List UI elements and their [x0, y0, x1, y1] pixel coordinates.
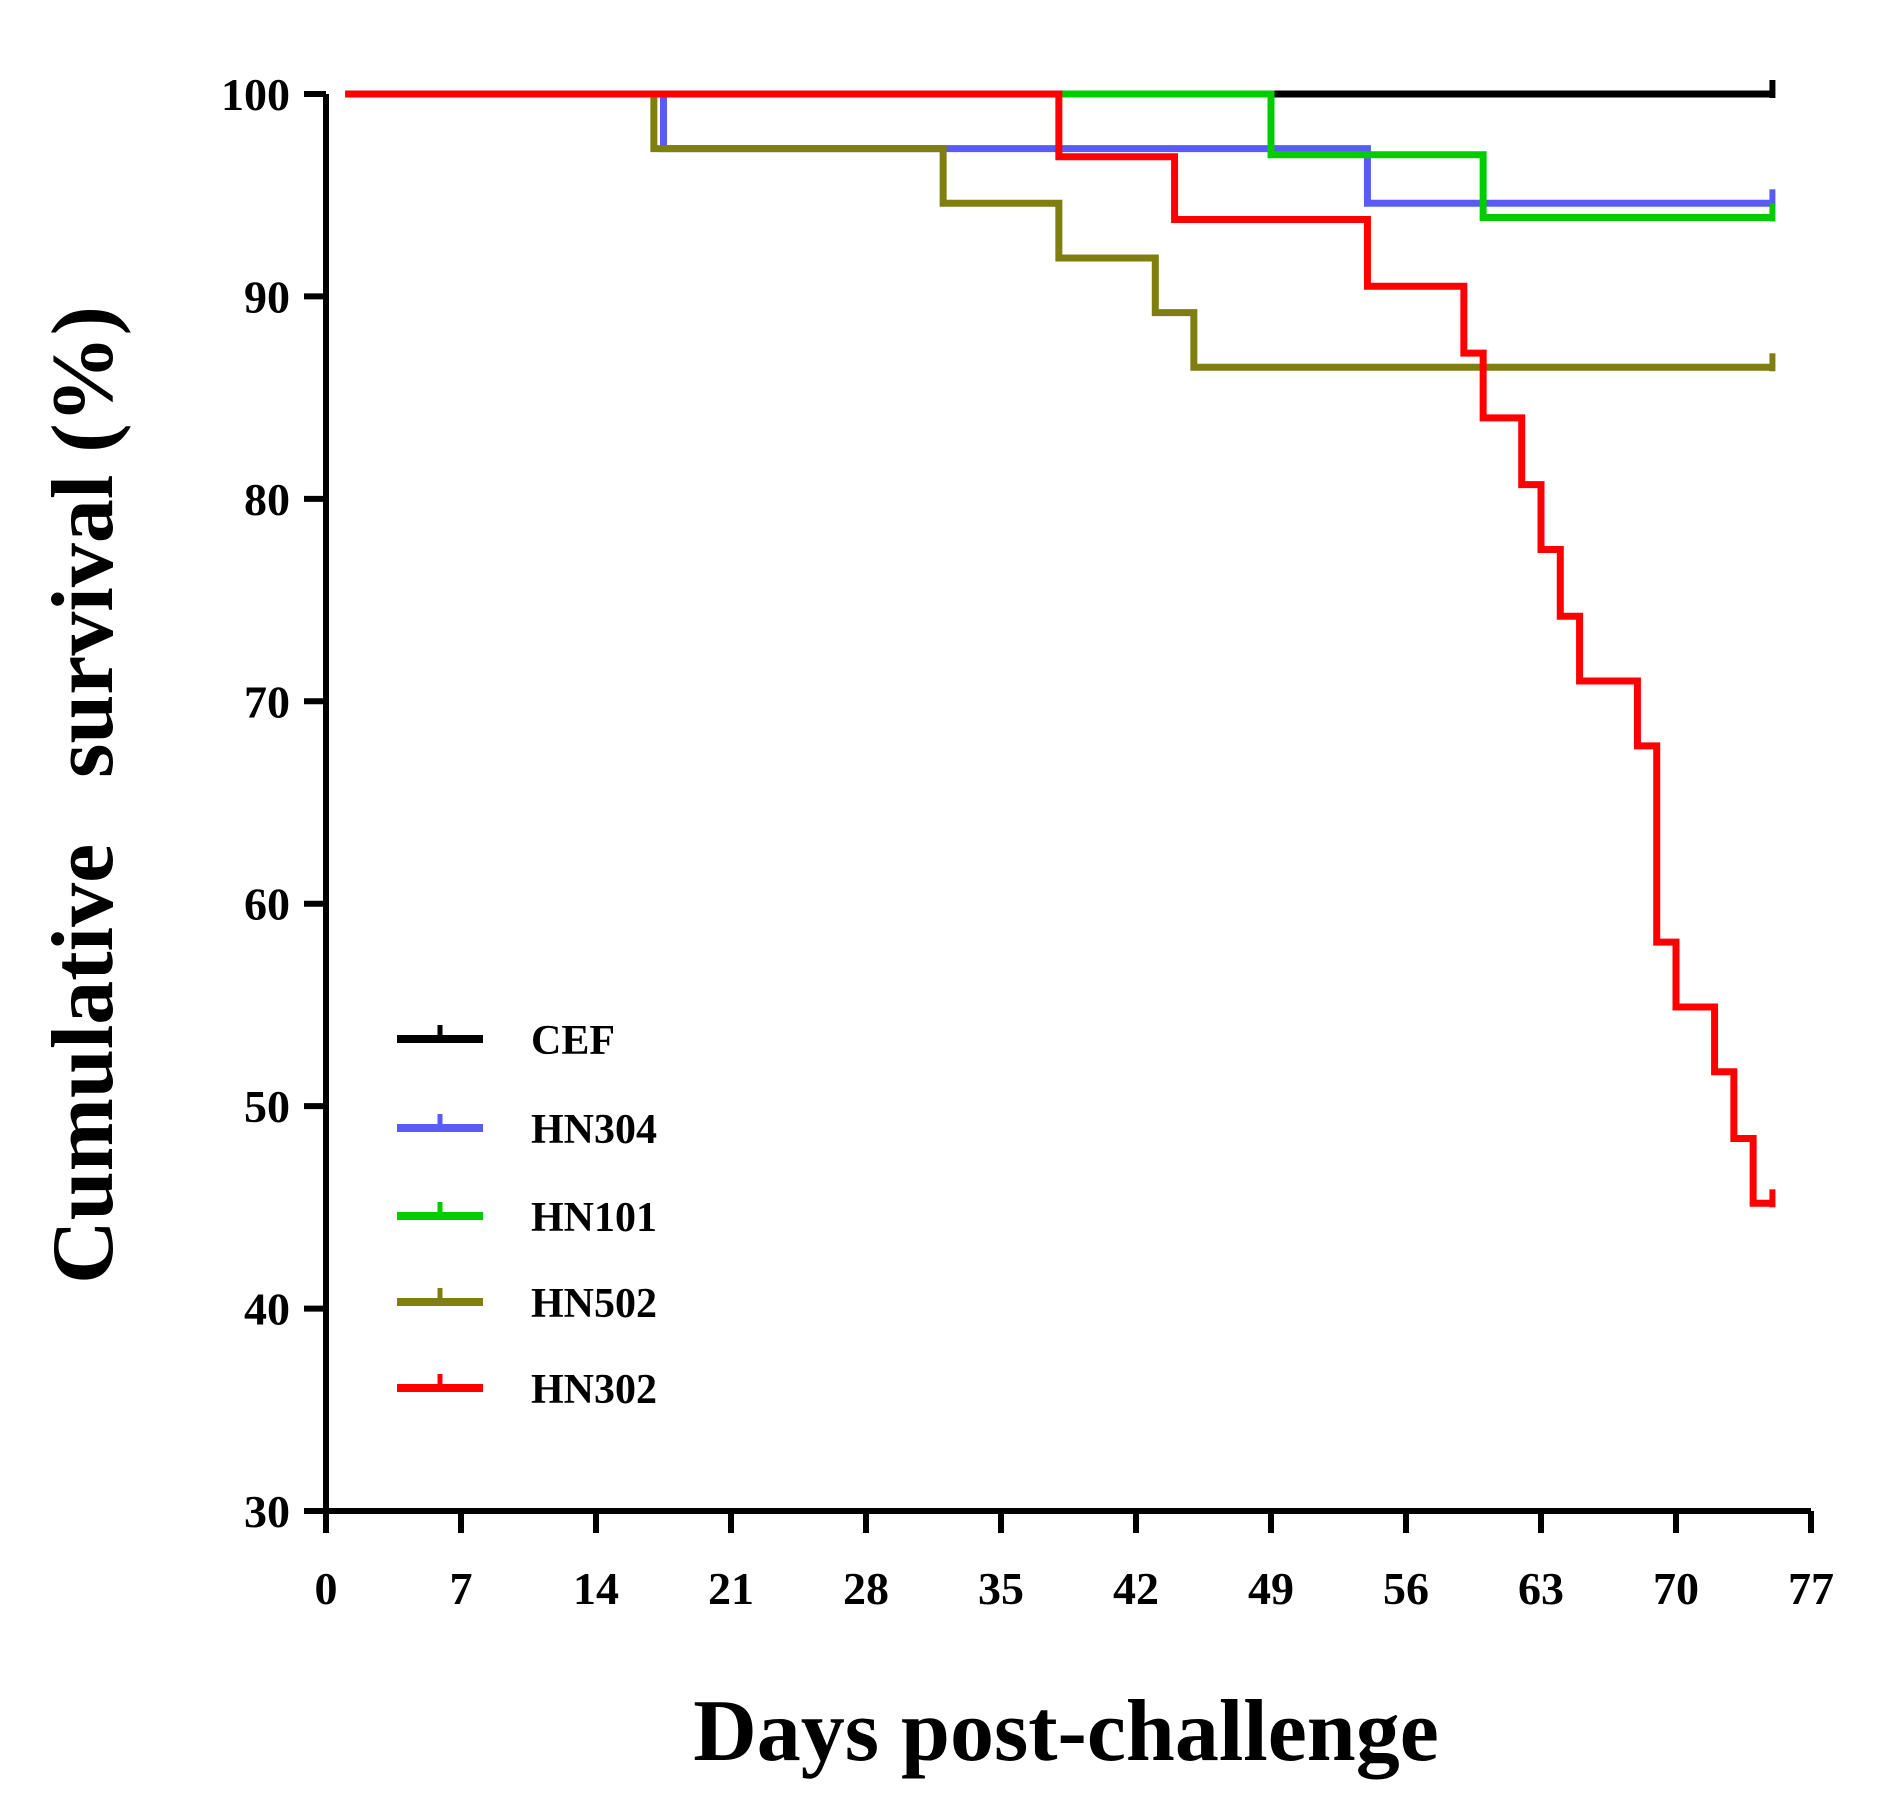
x-tick-label: 77 — [1788, 1563, 1834, 1614]
x-tick-label: 28 — [843, 1563, 889, 1614]
y-tick-label: 40 — [244, 1284, 290, 1335]
plot-area — [345, 80, 1776, 1208]
x-tick-label: 35 — [978, 1563, 1024, 1614]
y-tick-label: 70 — [244, 676, 290, 727]
y-tick-label: 90 — [244, 271, 290, 322]
legend-item-hn304: HN304 — [397, 1107, 657, 1153]
legend: CEF HN304 HN101 HN502 HN302 — [397, 1018, 657, 1413]
legend-label: HN302 — [531, 1367, 657, 1413]
y-tick-label: 100 — [221, 69, 290, 120]
y-tick-label: 60 — [244, 879, 290, 930]
legend-item-cef: CEF — [397, 1018, 615, 1064]
x-ticks: 0 7 14 21 28 35 42 49 56 63 70 77 — [315, 1511, 1834, 1614]
series-line-hn302 — [345, 90, 1773, 1207]
x-tick-label: 49 — [1248, 1563, 1294, 1614]
x-tick-label: 7 — [450, 1563, 473, 1614]
axes — [323, 94, 1811, 1514]
legend-item-hn302: HN302 — [397, 1367, 657, 1413]
y-tick-label: 50 — [244, 1081, 290, 1132]
y-tick-label: 30 — [244, 1486, 290, 1537]
x-tick-label: 63 — [1518, 1563, 1564, 1614]
legend-label: HN502 — [531, 1281, 657, 1327]
y-axis-title: Cumulative survival (%) — [35, 306, 132, 1284]
x-axis-title: Days post-challenge — [693, 1683, 1439, 1780]
x-tick-label: 0 — [315, 1563, 338, 1614]
x-tick-label: 14 — [573, 1563, 619, 1614]
x-tick-label: 42 — [1113, 1563, 1159, 1614]
y-tick-label: 80 — [244, 474, 290, 525]
legend-item-hn101: HN101 — [397, 1195, 657, 1241]
y-ticks: 30 40 50 60 70 80 90 100 — [221, 69, 326, 1537]
legend-label: HN101 — [531, 1195, 657, 1241]
x-tick-label: 56 — [1383, 1563, 1429, 1614]
x-tick-label: 70 — [1653, 1563, 1699, 1614]
series-line-hn101 — [345, 90, 1773, 221]
legend-label: CEF — [531, 1018, 615, 1064]
x-tick-label: 21 — [708, 1563, 754, 1614]
legend-label: HN304 — [531, 1107, 657, 1153]
legend-item-hn502: HN502 — [397, 1281, 657, 1327]
series-line-hn502 — [345, 90, 1773, 371]
